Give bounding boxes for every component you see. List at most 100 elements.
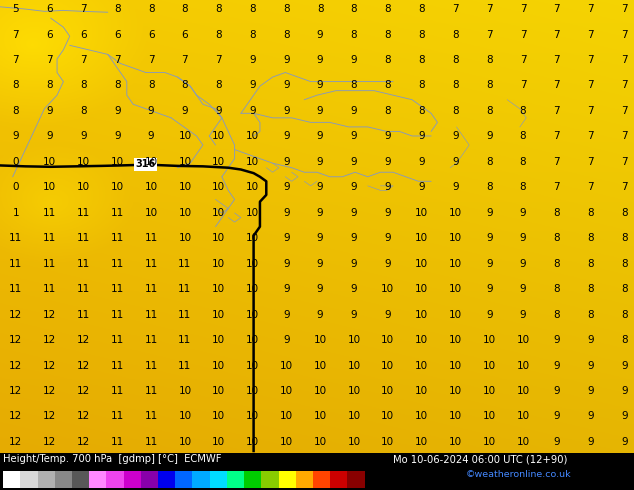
Text: 10: 10 bbox=[381, 386, 394, 396]
Text: 10: 10 bbox=[246, 284, 259, 294]
Text: 9: 9 bbox=[621, 412, 628, 421]
Text: 8: 8 bbox=[384, 29, 391, 40]
Text: 10: 10 bbox=[314, 437, 327, 447]
Text: 6: 6 bbox=[148, 29, 155, 40]
Text: 10: 10 bbox=[415, 361, 428, 370]
Text: 9: 9 bbox=[587, 437, 594, 447]
Text: 9: 9 bbox=[351, 131, 358, 142]
Text: 8: 8 bbox=[486, 106, 493, 116]
Text: 9: 9 bbox=[520, 208, 526, 218]
Text: 12: 12 bbox=[10, 361, 22, 370]
Text: 8: 8 bbox=[621, 284, 628, 294]
Text: 10: 10 bbox=[212, 259, 225, 269]
Text: 8: 8 bbox=[384, 80, 391, 91]
Text: 8: 8 bbox=[80, 106, 87, 116]
Text: 10: 10 bbox=[212, 335, 225, 345]
Text: 9: 9 bbox=[452, 131, 459, 142]
Text: 7: 7 bbox=[520, 55, 526, 65]
Text: 7: 7 bbox=[553, 29, 560, 40]
Text: 9: 9 bbox=[384, 157, 391, 167]
Text: 10: 10 bbox=[482, 386, 496, 396]
Text: 8: 8 bbox=[249, 29, 256, 40]
Text: 8: 8 bbox=[486, 55, 493, 65]
Text: 10: 10 bbox=[111, 157, 124, 167]
Text: 10: 10 bbox=[246, 208, 259, 218]
Text: 10: 10 bbox=[415, 233, 428, 243]
Text: 10: 10 bbox=[517, 335, 529, 345]
Text: 7: 7 bbox=[587, 55, 594, 65]
Text: 7: 7 bbox=[587, 131, 594, 142]
Text: 7: 7 bbox=[181, 55, 188, 65]
Text: 7: 7 bbox=[621, 106, 628, 116]
Text: 11: 11 bbox=[111, 386, 124, 396]
Text: 9: 9 bbox=[587, 386, 594, 396]
Text: 9: 9 bbox=[351, 182, 358, 192]
Text: 12: 12 bbox=[10, 437, 22, 447]
Text: 11: 11 bbox=[77, 208, 90, 218]
Text: 10: 10 bbox=[178, 131, 191, 142]
Text: 7: 7 bbox=[216, 55, 222, 65]
Bar bbox=[72, 471, 89, 488]
Text: 9: 9 bbox=[317, 80, 323, 91]
Text: 10: 10 bbox=[449, 335, 462, 345]
Text: 8: 8 bbox=[553, 233, 560, 243]
Text: 8: 8 bbox=[587, 284, 594, 294]
Text: 11: 11 bbox=[111, 412, 124, 421]
Text: 7: 7 bbox=[587, 29, 594, 40]
Text: 12: 12 bbox=[43, 310, 56, 319]
Text: 9: 9 bbox=[553, 361, 560, 370]
Text: 10: 10 bbox=[517, 386, 529, 396]
Text: 10: 10 bbox=[415, 208, 428, 218]
Text: 10: 10 bbox=[212, 361, 225, 370]
Text: 12: 12 bbox=[10, 412, 22, 421]
Text: 8: 8 bbox=[621, 208, 628, 218]
Text: 7: 7 bbox=[621, 131, 628, 142]
Text: 10: 10 bbox=[43, 157, 56, 167]
Text: 8: 8 bbox=[621, 310, 628, 319]
Text: 11: 11 bbox=[145, 284, 158, 294]
Text: 7: 7 bbox=[13, 29, 19, 40]
Text: 10: 10 bbox=[246, 361, 259, 370]
Text: 12: 12 bbox=[77, 437, 90, 447]
Text: 9: 9 bbox=[587, 335, 594, 345]
Text: 9: 9 bbox=[553, 437, 560, 447]
Text: 316: 316 bbox=[136, 159, 156, 169]
Text: 9: 9 bbox=[13, 131, 19, 142]
Text: 9: 9 bbox=[621, 361, 628, 370]
Text: 8: 8 bbox=[553, 259, 560, 269]
Text: 8: 8 bbox=[283, 4, 290, 14]
Text: 12: 12 bbox=[10, 335, 22, 345]
Text: 10: 10 bbox=[415, 259, 428, 269]
Text: 10: 10 bbox=[347, 412, 361, 421]
Bar bbox=[210, 471, 227, 488]
Text: 9: 9 bbox=[317, 208, 323, 218]
Text: 10: 10 bbox=[178, 157, 191, 167]
Text: 8: 8 bbox=[553, 208, 560, 218]
Bar bbox=[347, 471, 365, 488]
Text: 7: 7 bbox=[587, 4, 594, 14]
Text: 8: 8 bbox=[587, 310, 594, 319]
Text: 10: 10 bbox=[449, 259, 462, 269]
Text: 7: 7 bbox=[553, 55, 560, 65]
Text: 10: 10 bbox=[280, 386, 293, 396]
Text: 7: 7 bbox=[80, 4, 87, 14]
Text: 7: 7 bbox=[621, 157, 628, 167]
Text: 5: 5 bbox=[13, 4, 19, 14]
Text: 9: 9 bbox=[283, 208, 290, 218]
Bar bbox=[107, 471, 124, 488]
Text: 10: 10 bbox=[482, 437, 496, 447]
Text: 10: 10 bbox=[212, 131, 225, 142]
Text: 7: 7 bbox=[452, 4, 459, 14]
Text: 7: 7 bbox=[114, 55, 120, 65]
Text: 8: 8 bbox=[486, 182, 493, 192]
Text: 12: 12 bbox=[77, 361, 90, 370]
Text: 12: 12 bbox=[77, 412, 90, 421]
Bar bbox=[55, 471, 72, 488]
Text: 8: 8 bbox=[418, 55, 425, 65]
Text: 12: 12 bbox=[77, 335, 90, 345]
Text: 9: 9 bbox=[283, 259, 290, 269]
Text: 10: 10 bbox=[314, 335, 327, 345]
Text: 10: 10 bbox=[178, 233, 191, 243]
Text: 7: 7 bbox=[520, 4, 526, 14]
Text: 0: 0 bbox=[13, 157, 19, 167]
